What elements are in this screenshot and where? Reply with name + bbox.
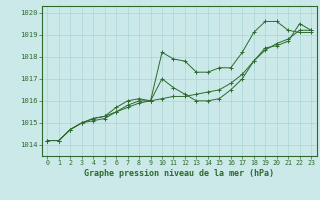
X-axis label: Graphe pression niveau de la mer (hPa): Graphe pression niveau de la mer (hPa)	[84, 169, 274, 178]
